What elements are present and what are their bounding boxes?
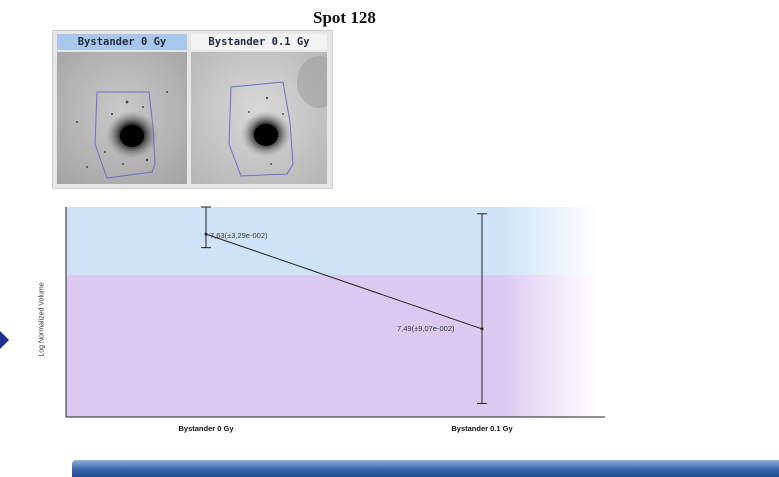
data-label: 7,49(±9,07e-002) xyxy=(397,324,455,333)
bullet-arrow-icon xyxy=(0,331,9,349)
gel-tab-bystander-01gy[interactable]: Bystander 0.1 Gy xyxy=(191,34,327,50)
x-tick-label: Bystander 0.1 Gy xyxy=(451,424,513,433)
gel-spot-image-0gy xyxy=(57,52,187,184)
gel-spot-image-01gy xyxy=(191,52,327,184)
data-point xyxy=(204,232,208,236)
gel-tab-bystander-0gy[interactable]: Bystander 0 Gy xyxy=(57,34,187,50)
data-label: 7,63(±3,29e-002) xyxy=(210,231,268,240)
series-line xyxy=(205,233,483,330)
gel-image-panel: Bystander 0 Gy Bystander 0.1 Gy xyxy=(52,30,333,189)
x-tick-label: Bystander 0 Gy xyxy=(178,424,234,433)
figure-title: Spot 128 xyxy=(313,8,376,27)
footer-bar xyxy=(72,460,779,477)
background-band xyxy=(66,207,598,275)
background-band xyxy=(66,274,598,417)
data-point xyxy=(480,327,484,331)
